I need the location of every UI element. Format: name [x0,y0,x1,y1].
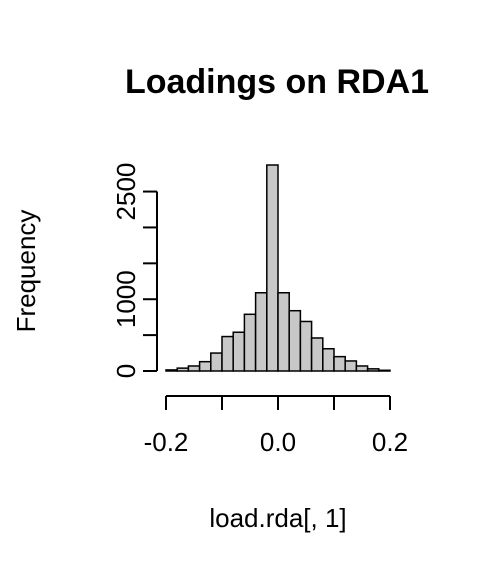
histogram-bar-19 [366,368,380,372]
histogram-bar-10 [266,164,279,372]
y-tick-label: 2500 [111,163,141,221]
histogram-bar-2 [176,367,190,372]
chart-title: Loadings on RDA1 [125,63,429,101]
histogram-bar-14 [310,337,324,372]
histogram-bar-11 [277,292,290,372]
histogram-bar-17 [344,360,358,372]
histogram-bar-7 [232,331,246,372]
y-axis: 0 1000 2500 [111,163,158,378]
histogram-bar-18 [355,365,369,372]
histogram-bar-9 [254,292,268,372]
histogram-bar-4 [198,360,212,372]
y-tick-label: 1000 [111,270,141,328]
histogram-bar-6 [221,335,234,372]
x-axis: -0.2 0.0 0.2 [144,395,408,457]
y-axis-label: Frequency [11,210,41,333]
x-tick-label: 0.2 [372,427,408,457]
y-tick-label: 0 [111,364,141,378]
histogram-bar-8 [243,313,257,372]
histogram-bar-20 [378,369,391,372]
histogram-bar-3 [187,365,201,372]
histogram-bar-16 [333,355,346,372]
x-axis-label: load.rda[, 1] [209,503,346,533]
histogram-bar-13 [299,320,313,372]
x-tick-label: 0.0 [260,427,296,457]
histogram-bar-5 [210,352,223,372]
x-tick-label: -0.2 [144,427,189,457]
histogram-bar-12 [288,309,302,372]
histogram-bar-15 [322,347,335,372]
histogram-bar-1 [165,369,178,372]
bars-group [165,164,391,372]
